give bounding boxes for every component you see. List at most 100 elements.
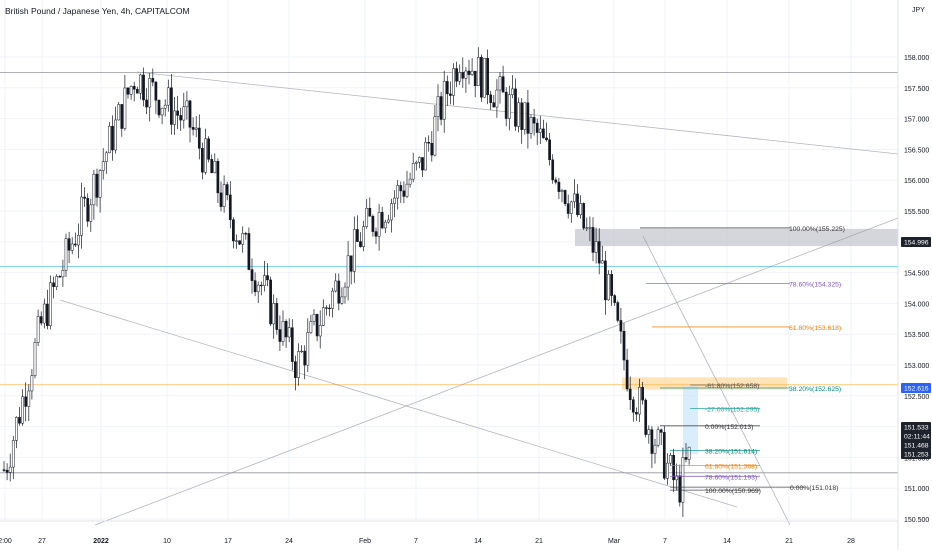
candle-body (33, 342, 37, 376)
candle-body (467, 70, 471, 75)
candle-body (377, 212, 381, 237)
candle-body (585, 227, 589, 229)
candle-body (294, 361, 297, 378)
candle-body (424, 141, 427, 171)
candle-body (92, 173, 96, 206)
candle-body (498, 76, 502, 91)
candle-body (15, 417, 18, 441)
candle-body (396, 185, 400, 199)
candle-body (545, 137, 548, 141)
candle-body (135, 88, 139, 94)
candle-body (30, 375, 34, 392)
candle-body (427, 141, 431, 144)
price-zone (575, 228, 898, 247)
time-tick-label: 14 (723, 538, 731, 545)
candle-body (52, 282, 55, 287)
candle-body (588, 227, 592, 229)
candle-body (656, 429, 660, 446)
candle-body (374, 231, 378, 237)
candle-body (21, 396, 24, 424)
candle-body (117, 104, 121, 121)
candle-body (98, 170, 102, 198)
candle-body (325, 307, 328, 309)
candle-body (430, 142, 434, 156)
candle-body (173, 110, 176, 125)
candle-body (201, 148, 204, 173)
candle-body (219, 192, 223, 207)
candle-body (238, 240, 241, 245)
candle-body (600, 260, 604, 264)
candle-body (287, 327, 291, 338)
candle-body (414, 161, 418, 164)
candle-body (334, 280, 338, 292)
candle-body (55, 276, 59, 287)
price-tick-label: 157.500 (904, 86, 929, 93)
candle-body (321, 307, 325, 326)
candle-body (108, 125, 111, 154)
candle-body (166, 87, 170, 106)
fib-level-label: -27.00%(152.295) (705, 406, 759, 413)
candle-body (247, 233, 251, 270)
candle-body (486, 57, 489, 96)
candle-body (61, 270, 65, 278)
candle-body (517, 102, 520, 127)
candle-body (290, 327, 294, 362)
candle-body (275, 303, 279, 330)
candle-body (24, 396, 28, 407)
candle-body (607, 274, 610, 301)
candle-body (647, 429, 651, 435)
candle-body (551, 159, 555, 181)
candle-body (638, 387, 641, 415)
price-tick-label: 150.500 (904, 517, 929, 524)
candle-body (504, 91, 508, 119)
candle-body (411, 163, 415, 180)
candle-body (383, 221, 387, 229)
candle-body (5, 469, 9, 473)
candle-body (368, 207, 372, 217)
fib-level-label: 61.80%(153.618) (789, 325, 841, 332)
candle-body (449, 93, 452, 96)
price-tick-label: 153.500 (904, 332, 929, 339)
candle-body (681, 457, 685, 503)
candle-body (563, 190, 567, 204)
candle-body (514, 88, 517, 127)
candle-body (318, 325, 322, 337)
candle-body (222, 184, 226, 207)
fibonacci-levels: 100.00%(155.225) 78.60%(154.325) 61.80%(15… (640, 226, 845, 495)
candle-body (650, 429, 654, 454)
trendline (59, 299, 738, 508)
candle-body (151, 78, 155, 83)
candle-body (232, 219, 235, 242)
time-tick-label: 7 (414, 538, 418, 545)
candle-body (442, 81, 446, 120)
price-zone (622, 377, 787, 390)
price-tick-label: 156.500 (904, 147, 929, 154)
candle-body (160, 107, 164, 116)
price-tag (901, 237, 931, 247)
candle-body (303, 350, 307, 366)
candle-body (662, 432, 666, 479)
candle-body (346, 255, 350, 288)
time-tick-label: 2:00 (0, 538, 12, 545)
candle-body (49, 282, 52, 326)
candle-body (207, 138, 210, 160)
trendlines (0, 71, 899, 526)
candle-body (210, 159, 214, 174)
price-tick-label: 157.000 (904, 117, 929, 124)
candle-body (104, 152, 108, 162)
fib-level-label: -61.80%(152.658) (705, 383, 759, 390)
candle-body (359, 241, 362, 247)
candle-body (495, 89, 499, 108)
time-axis[interactable]: 2:00 27 2022 10 17 24 Feb 7 14 21 Mar 7 14 21 28 (0, 538, 855, 545)
candle-body (213, 160, 217, 174)
candle-body (362, 226, 365, 247)
candle-body (604, 260, 607, 301)
price-tick-label: 158.000 (904, 55, 929, 62)
price-tag (901, 440, 931, 450)
candle-body (507, 94, 511, 119)
candle-body (129, 86, 133, 95)
candle-body (154, 81, 158, 101)
candle-body (114, 119, 117, 151)
